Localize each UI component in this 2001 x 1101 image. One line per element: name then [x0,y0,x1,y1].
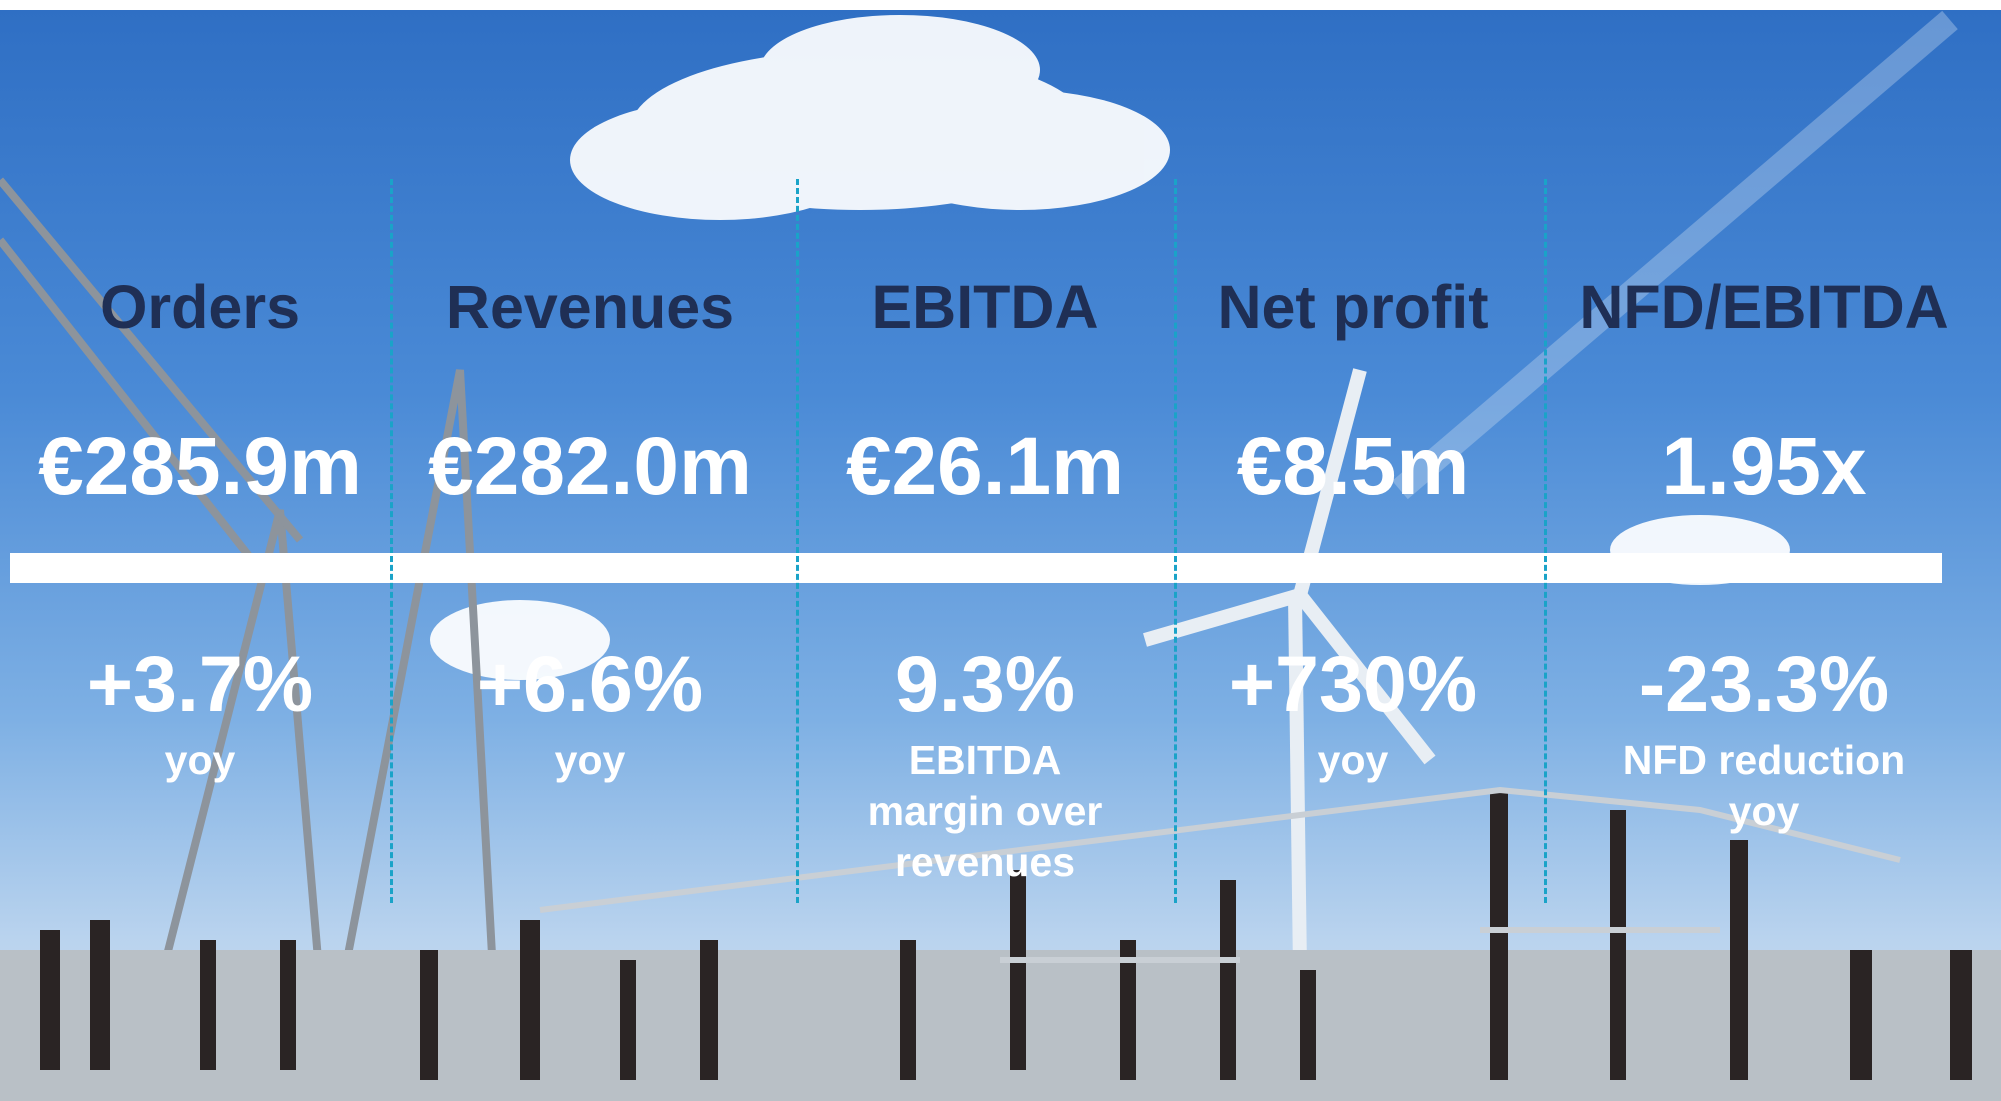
kpi-note: NFD reduction yoy [1622,737,1906,834]
busbars [539,786,1901,963]
kpi-value: €285.9m [38,421,362,512]
column-separator [1174,179,1177,903]
kpi-note: yoy [554,737,626,783]
background-photo [0,10,2001,1101]
kpi-value: €282.0m [428,421,752,512]
kpi-change: +730% [1228,639,1478,728]
kpi-change: +3.7% [86,639,314,728]
insulators [40,790,1972,1080]
ground [0,950,2001,1101]
kpi-title: Revenues [445,273,735,341]
column-separator [390,179,393,903]
divider-bar [10,553,1942,583]
contrail [1392,10,1958,500]
column-separator [1544,179,1547,903]
kpi-note: yoy [164,737,236,783]
kpi-title: Net profit [1217,273,1489,341]
kpi-change: +6.6% [476,639,704,728]
wind-turbine [1143,368,1436,971]
kpi-note: yoy [1317,737,1389,783]
kpi-value: €26.1m [845,421,1125,512]
kpi-title: NFD/EBITDA [1579,273,1949,341]
kpi-value: 1.95x [1661,421,1867,512]
cloud [430,15,1790,680]
kpi-title: Orders [99,273,301,341]
column-separator [796,179,799,903]
kpi-change: 9.3% [894,639,1076,728]
kpi-change: -23.3% [1638,639,1890,728]
kpi-value: €8.5m [1236,421,1470,512]
kpi-note: EBITDA margin over revenues [867,737,1103,885]
kpi-title: EBITDA [871,273,1099,341]
pylon [0,177,504,1101]
slide: Orders €285.9m +3.7% yoy Revenues €282.0m +6.6… [0,10,2001,1101]
